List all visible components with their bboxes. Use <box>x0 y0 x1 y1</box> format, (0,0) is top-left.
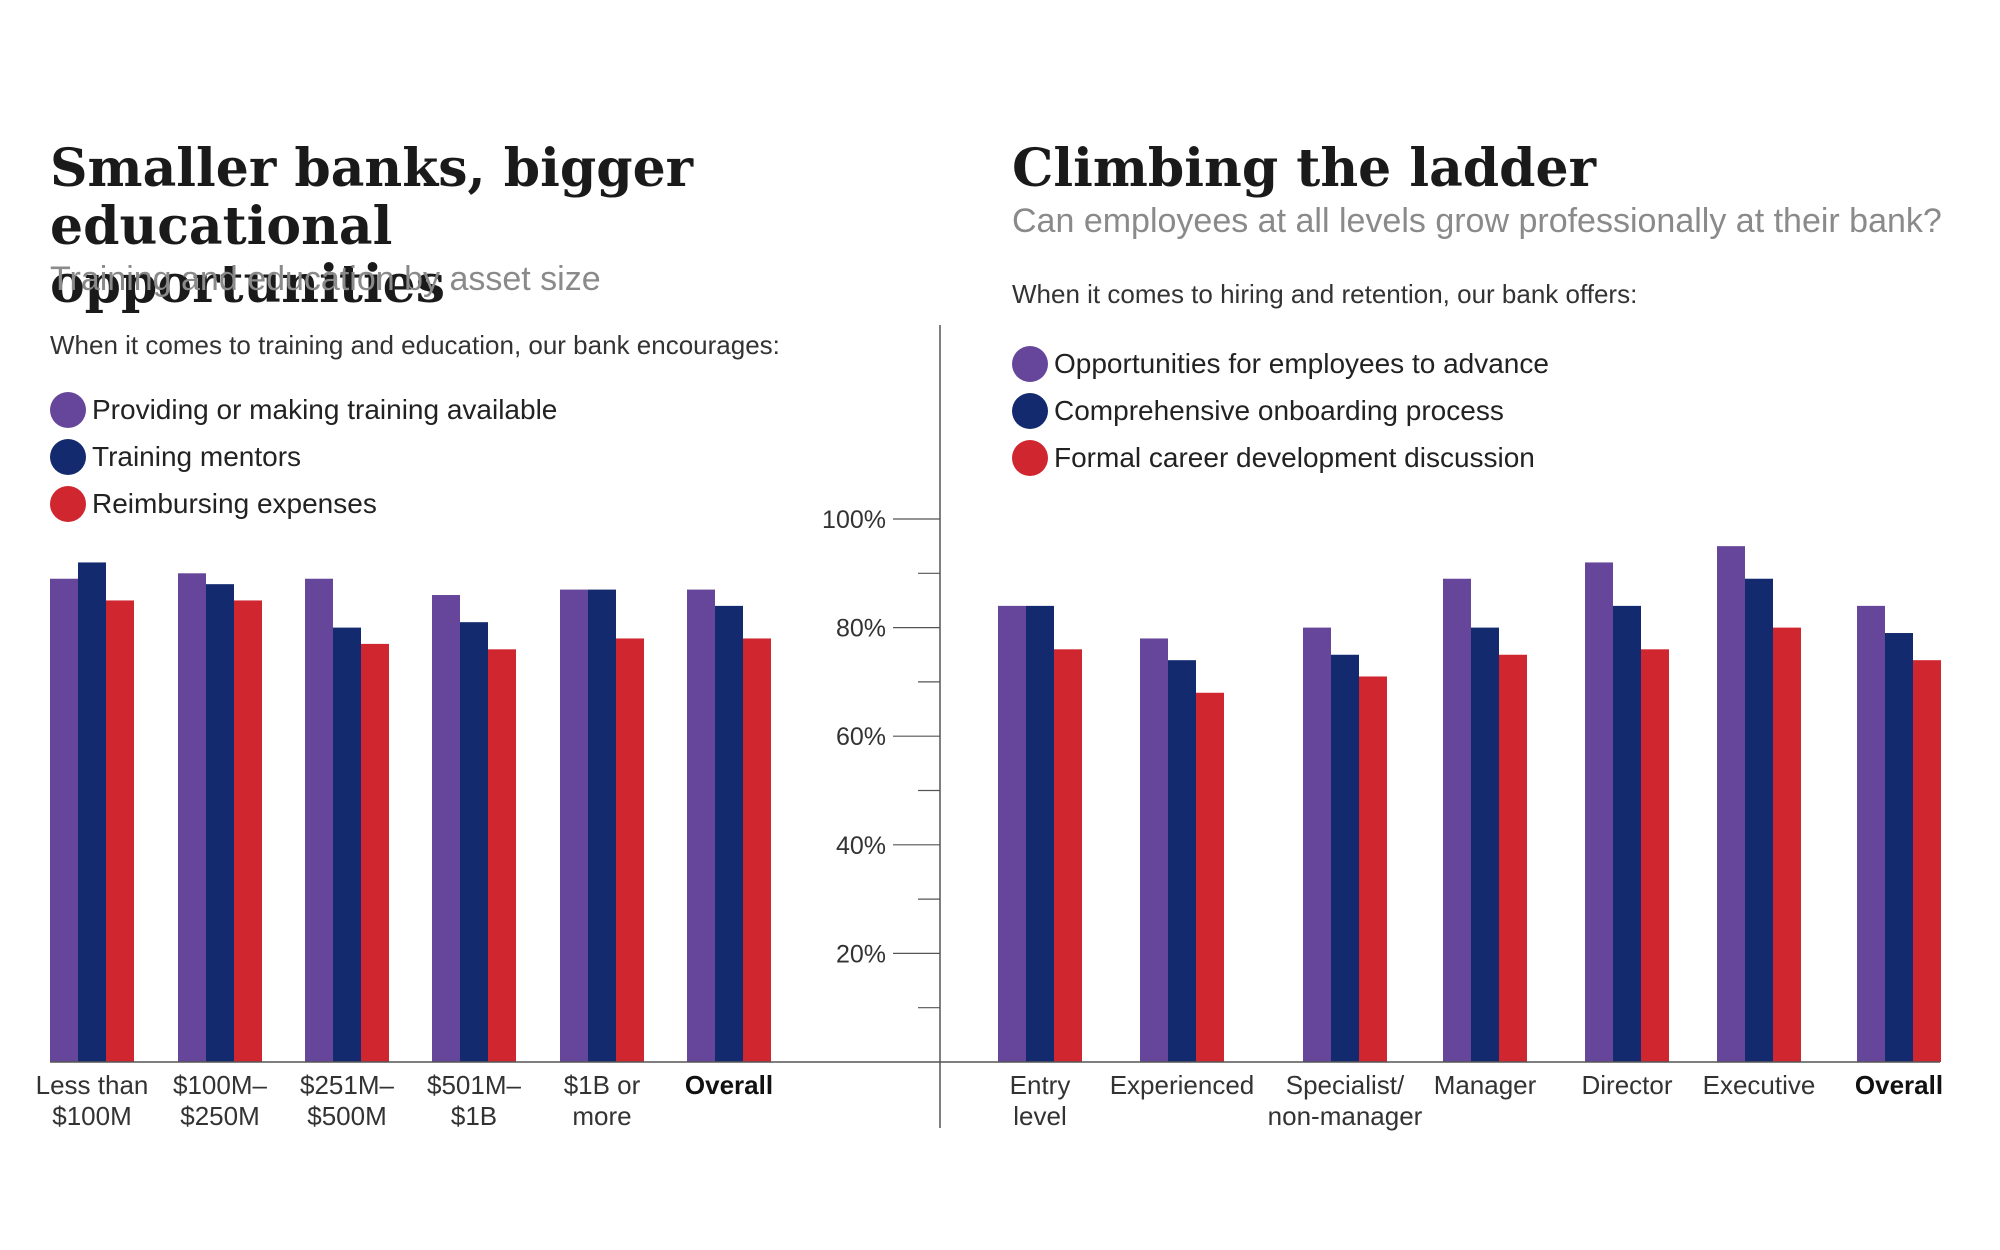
left-bar <box>234 600 262 1062</box>
right-chart-subtitle: Can employees at all levels grow profess… <box>1012 202 1942 240</box>
y-tick-label: 80% <box>836 615 886 643</box>
legend-swatch-navy <box>1012 392 1048 429</box>
left-bar <box>715 605 743 1062</box>
left-bar <box>78 562 106 1062</box>
left-bar <box>178 573 206 1062</box>
left-category-label: $100M– <box>173 1070 267 1100</box>
left-category-label: more <box>572 1101 631 1131</box>
left-chart-subtitle: Training and education by asset size <box>50 260 601 298</box>
left-category-label: $1B or <box>564 1070 641 1100</box>
left-bar <box>460 622 488 1062</box>
left-chart-intro: When it comes to training and education,… <box>50 330 780 360</box>
left-category-label: Overall <box>685 1070 773 1100</box>
chart-labels: Less than$100M $100M–$250M $251M–$500M $501… <box>36 506 1943 1131</box>
right-bar <box>1913 660 1941 1062</box>
right-category-label: Director <box>1581 1070 1672 1100</box>
right-bar <box>1745 578 1773 1062</box>
y-tick-label: 20% <box>836 940 886 968</box>
left-chart-bars <box>50 562 771 1062</box>
right-bar <box>1717 546 1745 1062</box>
right-bar <box>1140 638 1168 1062</box>
legend-item: Formal career development discussion <box>1012 434 1549 481</box>
legend-label: Reimbursing expenses <box>92 487 377 519</box>
left-bar <box>616 638 644 1062</box>
left-bar <box>50 578 78 1062</box>
legend-item: Providing or making training available <box>50 386 557 433</box>
y-tick-label: 40% <box>836 832 886 860</box>
right-bar <box>1613 605 1641 1062</box>
right-bar <box>1499 654 1527 1062</box>
left-bar <box>361 643 389 1062</box>
right-legend: Opportunities for employees to advance C… <box>1012 340 1549 481</box>
right-bar <box>1026 605 1054 1062</box>
right-category-label: Experienced <box>1110 1070 1255 1100</box>
left-bar <box>560 589 588 1062</box>
right-bar <box>1196 692 1224 1062</box>
right-bar <box>1641 649 1669 1062</box>
right-category-label: Entry <box>1010 1070 1071 1100</box>
right-category-label: level <box>1013 1101 1066 1131</box>
right-category-label: Overall <box>1855 1070 1943 1100</box>
left-category-label: $100M <box>52 1101 132 1131</box>
right-bar <box>1168 660 1196 1062</box>
left-bar <box>488 649 516 1062</box>
right-bar <box>1585 562 1613 1062</box>
left-bar <box>687 589 715 1062</box>
legend-swatch-purple <box>50 391 86 428</box>
legend-label: Opportunities for employees to advance <box>1054 347 1549 379</box>
legend-label: Formal career development discussion <box>1054 441 1535 473</box>
left-chart-title: Smaller banks, bigger educational opport… <box>50 138 694 315</box>
legend-label: Providing or making training available <box>92 393 558 425</box>
right-chart-intro: When it comes to hiring and retention, o… <box>1012 279 1638 309</box>
right-bar <box>1773 627 1801 1062</box>
right-bar <box>1471 627 1499 1062</box>
left-legend: Providing or making training available T… <box>50 386 557 527</box>
left-category-label: $250M <box>180 1101 260 1131</box>
legend-item: Training mentors <box>50 433 557 480</box>
right-category-label: Specialist/ <box>1286 1070 1405 1100</box>
right-bar <box>1359 676 1387 1062</box>
right-bar <box>1885 633 1913 1062</box>
left-bar <box>588 589 616 1062</box>
right-bar <box>998 605 1026 1062</box>
right-category-label: Executive <box>1703 1070 1816 1100</box>
y-tick-label: 60% <box>836 723 886 751</box>
right-category-label: non-manager <box>1268 1101 1423 1131</box>
legend-swatch-purple <box>1012 345 1048 382</box>
legend-swatch-navy <box>50 438 86 475</box>
right-chart-bars <box>998 546 1941 1062</box>
legend-swatch-red <box>1012 439 1048 476</box>
right-bar <box>1331 654 1359 1062</box>
legend-label: Comprehensive onboarding process <box>1054 394 1504 426</box>
legend-item: Opportunities for employees to advance <box>1012 340 1549 387</box>
legend-label: Training mentors <box>92 440 302 472</box>
right-bar <box>1443 578 1471 1062</box>
left-category-label: $1B <box>451 1101 497 1131</box>
right-category-label: Manager <box>1434 1070 1537 1100</box>
left-category-label: $251M– <box>300 1070 394 1100</box>
legend-swatch-red <box>50 485 86 522</box>
right-chart-title: Climbing the ladder <box>1012 138 1596 199</box>
left-bar <box>432 595 460 1062</box>
right-bar <box>1857 605 1885 1062</box>
left-bar <box>305 578 333 1062</box>
y-tick-label: 100% <box>822 506 886 534</box>
left-category-label: Less than <box>36 1070 149 1100</box>
left-category-label: $500M <box>307 1101 387 1131</box>
left-bar <box>106 600 134 1062</box>
left-bar <box>333 627 361 1062</box>
left-bar <box>206 584 234 1062</box>
left-category-label: $501M– <box>427 1070 521 1100</box>
right-bar <box>1054 649 1082 1062</box>
right-bar <box>1303 627 1331 1062</box>
chart-axes <box>50 325 1940 1128</box>
legend-item: Comprehensive onboarding process <box>1012 387 1549 434</box>
left-bar <box>743 638 771 1062</box>
legend-item: Reimbursing expenses <box>50 480 557 527</box>
